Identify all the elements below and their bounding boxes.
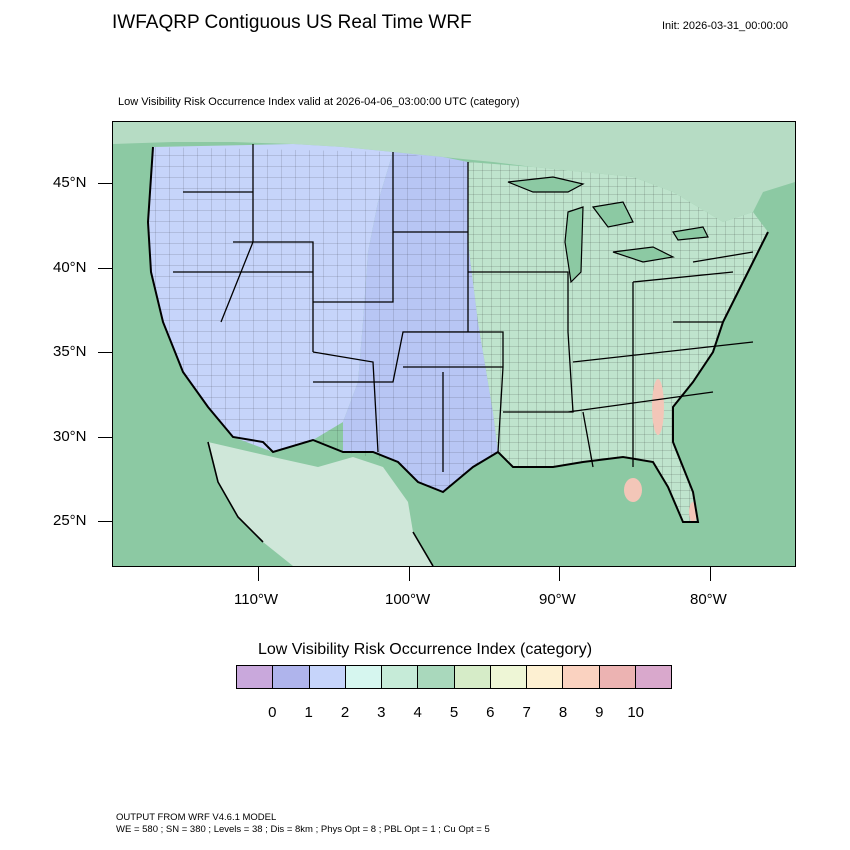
colorbar-swatch [309, 666, 346, 688]
colorbar-swatch [563, 666, 600, 688]
colorbar-swatch [345, 666, 382, 688]
colorbar-label: 0 [268, 704, 277, 721]
lon-tick [710, 567, 711, 581]
init-time-label: Init: 2026-03-31_00:00:00 [662, 20, 788, 32]
colorbar-label: 1 [304, 704, 313, 721]
lat-label-40n: 40°N [53, 259, 87, 276]
risk-hotspot-southeast [652, 379, 664, 435]
lat-label-30n: 30°N [53, 428, 87, 445]
colorbar-label: 2 [340, 704, 350, 721]
colorbar-swatch [527, 666, 564, 688]
lon-label-110w: 110°W [234, 591, 279, 608]
great-lakes [507, 176, 709, 284]
map-panel [112, 121, 796, 567]
colorbar-swatch [599, 666, 636, 688]
canada-region [113, 122, 795, 222]
coastline [146, 146, 769, 523]
footer-model-line: OUTPUT FROM WRF V4.6.1 MODEL [116, 812, 277, 823]
lat-tick [98, 352, 112, 353]
colorbar-swatch [237, 666, 274, 688]
lat-label-45n: 45°N [53, 174, 87, 191]
lon-tick [409, 567, 410, 581]
mexico-region [208, 442, 433, 566]
colorbar-label: 5 [449, 704, 459, 721]
colorbar-label: 8 [558, 704, 568, 721]
lon-label-90w: 90°W [539, 591, 576, 608]
lat-label-25n: 25°N [53, 512, 87, 529]
map-title: IWFAQRP Contiguous US Real Time WRF [112, 12, 472, 33]
mexico-coastline [207, 441, 434, 566]
colorbar-swatch [490, 666, 527, 688]
lat-label-35n: 35°N [53, 343, 87, 360]
colorbar [236, 665, 672, 689]
colorbar-swatch [635, 666, 671, 688]
colorbar-label: 3 [377, 704, 386, 721]
footer-config-line: WE = 580 ; SN = 380 ; Levels = 38 ; Dis … [116, 824, 490, 835]
colorbar-label: 7 [522, 704, 531, 721]
us-map [113, 122, 795, 566]
lat-tick [98, 183, 112, 184]
colorbar-label: 6 [486, 704, 495, 721]
colorbar-swatch [418, 666, 455, 688]
state-borders [173, 144, 754, 472]
map-subtitle: Low Visibility Risk Occurrence Index val… [118, 96, 520, 108]
lon-tick [258, 567, 259, 581]
lat-tick [98, 521, 112, 522]
colorbar-swatch [382, 666, 419, 688]
county-boundaries-east [468, 162, 768, 522]
county-boundaries-west [148, 147, 498, 492]
colorbar-title: Low Visibility Risk Occurrence Index (ca… [257, 641, 593, 658]
lon-label-100w: 100°W [385, 591, 431, 608]
colorbar-swatch [454, 666, 491, 688]
lon-tick [559, 567, 560, 581]
colorbar-label: 9 [595, 704, 604, 721]
colorbar-swatch [273, 666, 310, 688]
risk-hotspot-mexico [624, 478, 642, 502]
lat-tick [98, 437, 112, 438]
lon-label-80w: 80°W [690, 591, 727, 608]
colorbar-label: 4 [413, 704, 422, 721]
colorbar-label: 10 [627, 704, 644, 721]
lat-tick [98, 268, 112, 269]
